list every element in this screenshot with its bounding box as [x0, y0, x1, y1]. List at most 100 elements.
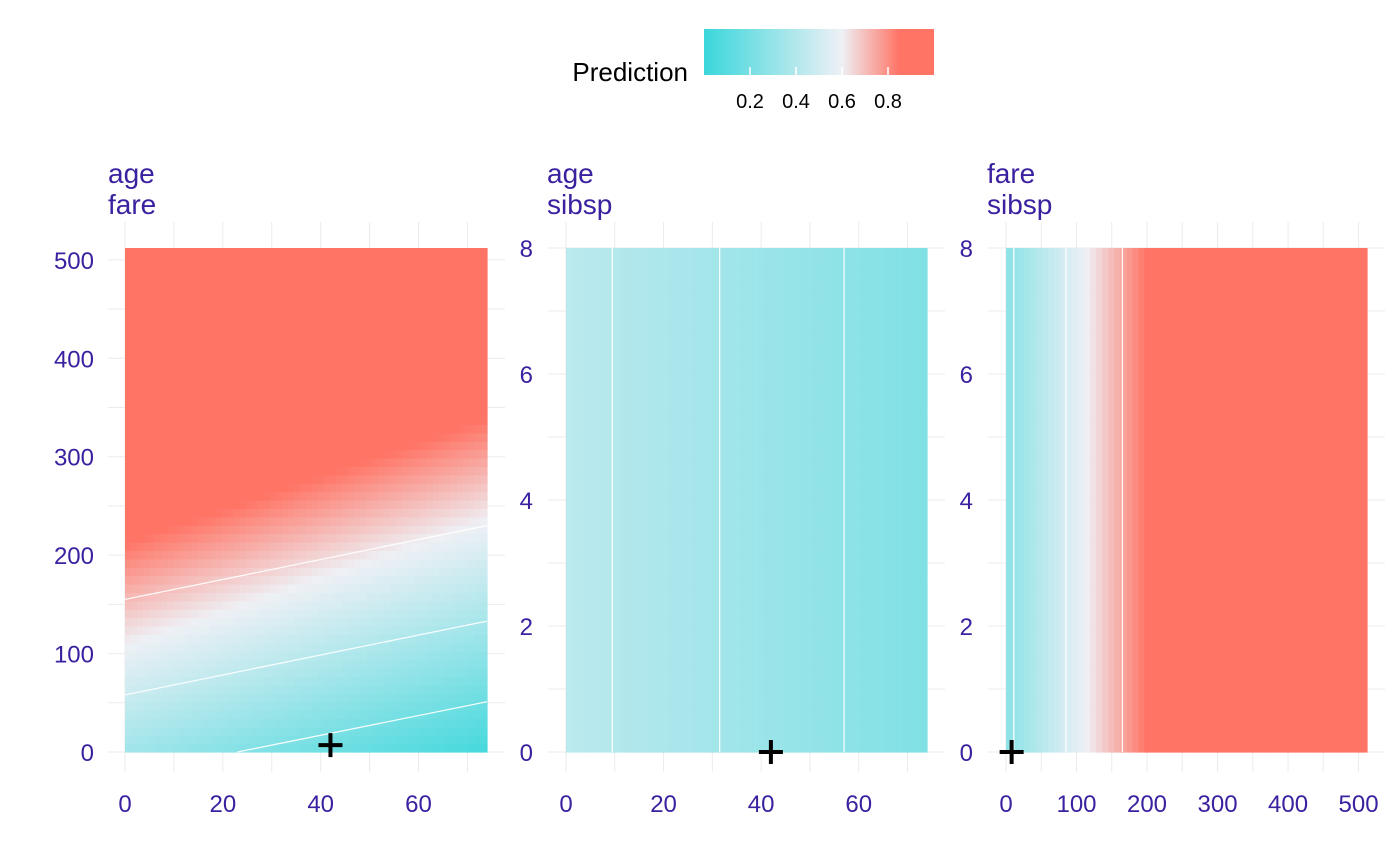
heatmap-cell [656, 416, 663, 425]
heatmap-cell [456, 659, 464, 669]
heatmap-cell [336, 407, 343, 417]
heatmap-cell [155, 315, 162, 325]
heatmap-cell [638, 542, 645, 551]
heatmap-cell [149, 550, 156, 560]
heatmap-cell [632, 567, 639, 577]
heatmap-cell [602, 491, 609, 501]
heatmap-cell [444, 458, 452, 467]
heatmap-cell [414, 382, 422, 392]
heatmap-cell [632, 332, 639, 341]
heatmap-cell [578, 458, 585, 467]
heatmap-cell [275, 592, 283, 602]
heatmap-cell [390, 558, 398, 568]
heatmap-cell [420, 298, 428, 308]
heatmap-cell [480, 668, 488, 677]
heatmap-cell [668, 500, 675, 509]
heatmap-cell [209, 659, 217, 669]
heatmap-cell [227, 710, 235, 719]
heatmap-cell [155, 600, 162, 610]
heatmap-cell [698, 743, 705, 753]
heatmap-cell [408, 441, 416, 451]
heatmap-cell [596, 407, 603, 417]
heatmap-cell [281, 323, 289, 333]
heatmap-cell [426, 533, 434, 543]
heatmap-cell [125, 533, 132, 543]
heatmap-cell [384, 407, 392, 417]
heatmap-cell [686, 323, 693, 333]
heatmap-cell [638, 332, 645, 341]
heatmap-cell [662, 365, 669, 375]
heatmap-cell [566, 626, 573, 635]
heatmap-cell [686, 558, 693, 568]
heatmap-cell [197, 575, 205, 585]
heatmap-cell [656, 290, 663, 299]
heatmap-cell [275, 382, 283, 392]
heatmap-cell [342, 659, 349, 669]
heatmap-cell [149, 332, 156, 341]
heatmap-cell [408, 726, 416, 736]
heatmap-cell [275, 332, 283, 341]
heatmap-cell [179, 558, 186, 568]
heatmap-cell [342, 693, 349, 703]
heatmap-cell [179, 651, 186, 661]
heatmap-cell [578, 533, 585, 543]
heatmap-cell [384, 609, 392, 619]
heatmap-cell [312, 416, 319, 425]
heatmap-cell [143, 542, 150, 551]
heatmap-cell [480, 684, 488, 694]
heatmap-cell [221, 340, 229, 350]
heatmap-cell [462, 290, 470, 299]
heatmap-cell [263, 264, 271, 274]
x-tick-label: 40 [307, 791, 334, 818]
heatmap-cell [620, 315, 627, 325]
heatmap-cell [227, 491, 235, 501]
heatmap-cell [590, 693, 597, 703]
heatmap-cell [608, 466, 615, 476]
heatmap-cell [245, 248, 253, 257]
heatmap-cell [312, 332, 319, 341]
heatmap-cell [420, 735, 428, 745]
heatmap-cell [251, 290, 259, 299]
heatmap-cell [233, 533, 241, 543]
heatmap-cell [293, 743, 301, 753]
heatmap-cell [257, 340, 265, 350]
heatmap-cell [275, 634, 283, 644]
heatmap-cell [402, 315, 410, 325]
heatmap-cell [596, 374, 603, 383]
heatmap-cell [185, 693, 192, 703]
heatmap-cell [566, 365, 573, 375]
heatmap-cell [608, 726, 615, 736]
heatmap-cell [578, 617, 585, 627]
heatmap-cell [584, 474, 591, 484]
heatmap-cell [125, 424, 132, 434]
heatmap-cell [414, 500, 422, 509]
heatmap-cell [318, 693, 325, 703]
heatmap-cell [203, 256, 211, 266]
heatmap-cell [396, 416, 404, 425]
heatmap-cell [197, 525, 205, 535]
heatmap-cell [336, 525, 343, 535]
heatmap-cell [692, 567, 699, 577]
heatmap-cell [293, 575, 301, 585]
heatmap-cell [632, 609, 639, 619]
heatmap-cell [149, 525, 156, 535]
heatmap-cell [354, 542, 361, 551]
heatmap-cell [426, 491, 434, 501]
heatmap-cell [668, 651, 675, 661]
heatmap-cell [408, 407, 416, 417]
heatmap-cell [396, 491, 404, 501]
heatmap-cell [468, 281, 476, 291]
heatmap-cell [227, 449, 235, 459]
heatmap-cell [626, 374, 633, 383]
heatmap-cell [251, 710, 259, 719]
heatmap-cell [450, 626, 458, 635]
heatmap-cell [390, 609, 398, 619]
heatmap-cell [668, 600, 675, 610]
heatmap-cell [281, 651, 289, 661]
heatmap-cell [438, 567, 446, 577]
heatmap-cell [662, 743, 669, 753]
heatmap-cell [590, 365, 597, 375]
heatmap-cell [251, 424, 259, 434]
heatmap-cell [680, 693, 687, 703]
